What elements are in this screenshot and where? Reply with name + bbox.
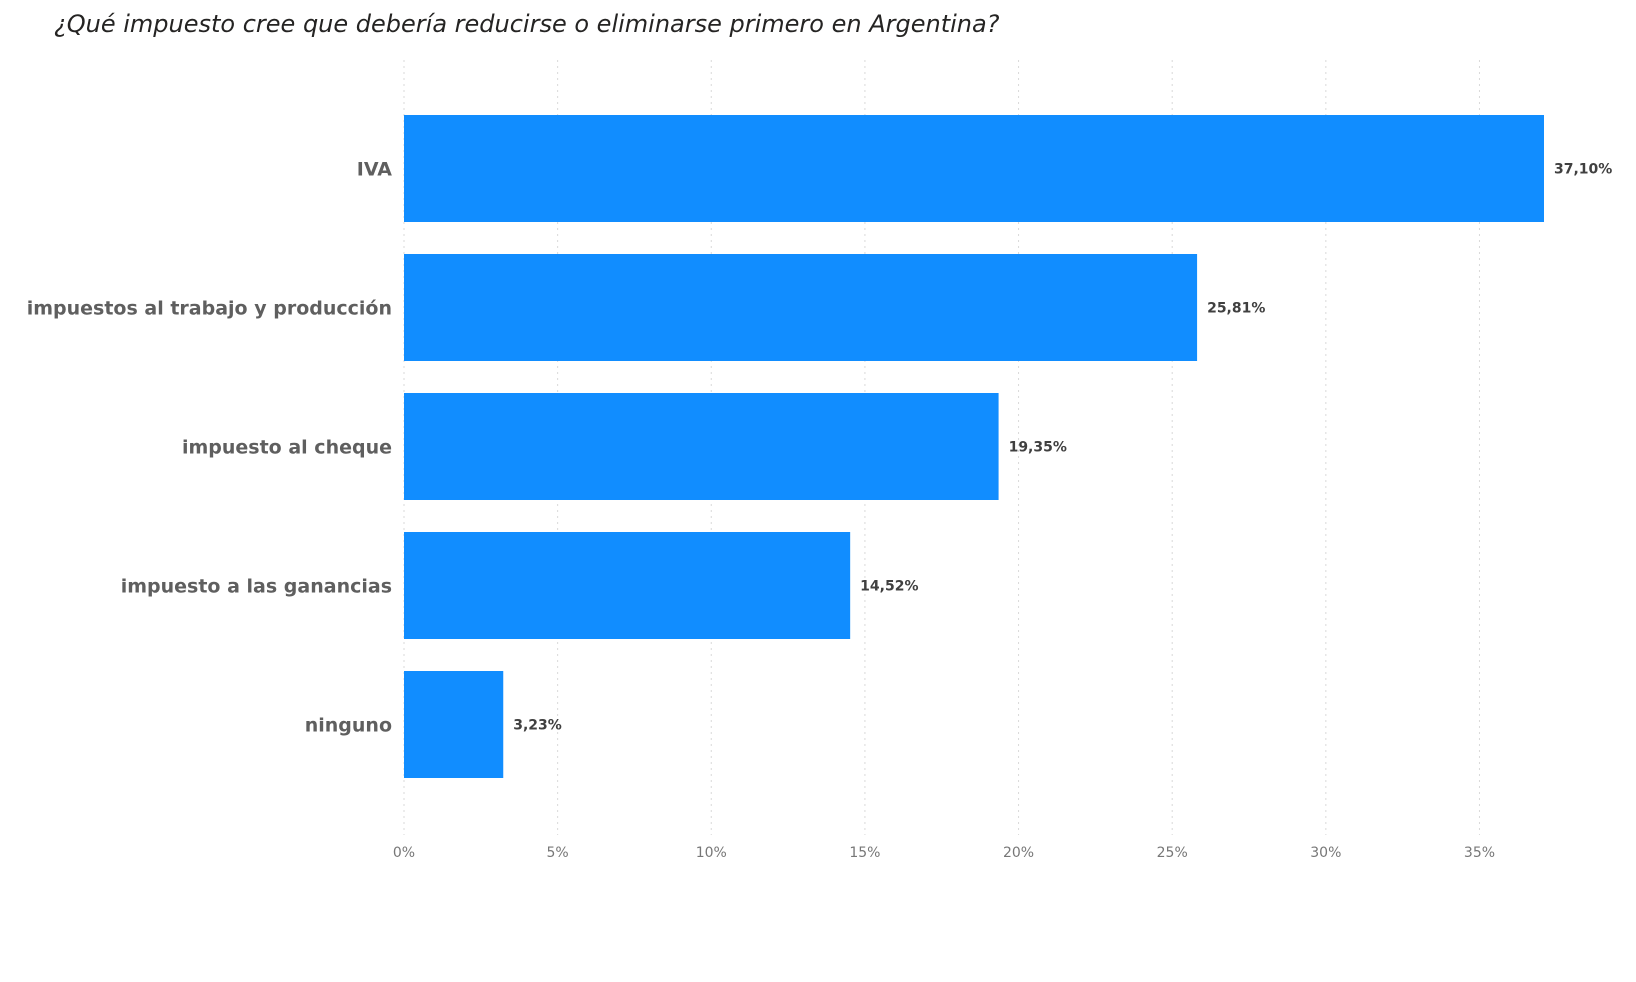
category-labels: IVA impuestos al trabajo y producción impu… [27, 159, 393, 737]
data-label: 14,52% [860, 579, 918, 595]
category-label: ninguno [305, 715, 392, 737]
x-tick-label: 10% [696, 845, 727, 861]
data-label: 37,10% [1554, 162, 1612, 178]
x-tick-label: 15% [849, 845, 880, 861]
x-axis-ticks: 0% 5% 10% 15% 20% 25% 30% 35% [393, 845, 1495, 861]
x-tick-label: 25% [1157, 845, 1188, 861]
chart-title: ¿Qué impuesto cree que debería reducirse… [54, 10, 1000, 38]
category-label: impuestos al trabajo y producción [27, 298, 392, 320]
x-tick-label: 35% [1464, 845, 1495, 861]
x-tick-label: 0% [393, 845, 415, 861]
data-label: 25,81% [1207, 301, 1265, 317]
bar[interactable] [404, 254, 1198, 361]
category-label: IVA [357, 159, 392, 181]
bar[interactable] [404, 393, 999, 500]
bar[interactable] [404, 532, 851, 639]
bar[interactable] [404, 115, 1544, 222]
x-tick-label: 20% [1003, 845, 1034, 861]
x-tick-label: 30% [1310, 845, 1341, 861]
bar[interactable] [404, 671, 504, 778]
value-labels: 37,10% 25,81% 19,35% 14,52% 3,23% [513, 162, 1612, 734]
category-label: impuesto a las ganancias [121, 576, 392, 598]
data-label: 3,23% [513, 718, 562, 734]
category-label: impuesto al cheque [182, 437, 392, 459]
bars [404, 115, 1544, 778]
x-tick-label: 5% [547, 845, 569, 861]
data-label: 19,35% [1009, 440, 1067, 456]
